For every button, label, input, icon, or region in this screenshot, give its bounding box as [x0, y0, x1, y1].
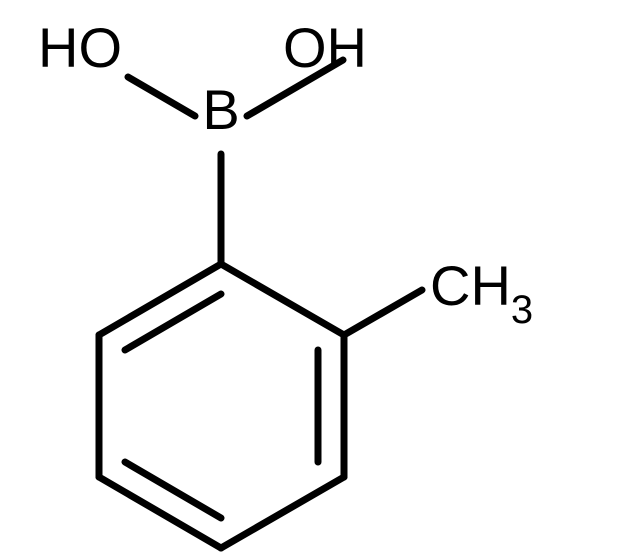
- atom-boron: B: [202, 78, 239, 141]
- bond: [344, 290, 422, 335]
- molecule-diagram: HO B OH CH3: [0, 0, 640, 557]
- atom-ch3-sub: 3: [511, 288, 533, 332]
- bond: [221, 477, 344, 548]
- atoms-group: HO B OH CH3: [38, 16, 533, 332]
- atom-ch3-base: CH: [430, 254, 511, 317]
- bond: [125, 462, 221, 518]
- atom-ho-left: HO: [38, 16, 122, 79]
- bond: [125, 294, 221, 350]
- atom-oh-right: OH: [283, 16, 367, 79]
- bond: [128, 77, 195, 116]
- bond: [221, 264, 344, 335]
- bonds-group: [99, 60, 422, 548]
- bond: [99, 477, 221, 548]
- atom-ch3: CH3: [430, 254, 533, 332]
- bond: [99, 264, 221, 335]
